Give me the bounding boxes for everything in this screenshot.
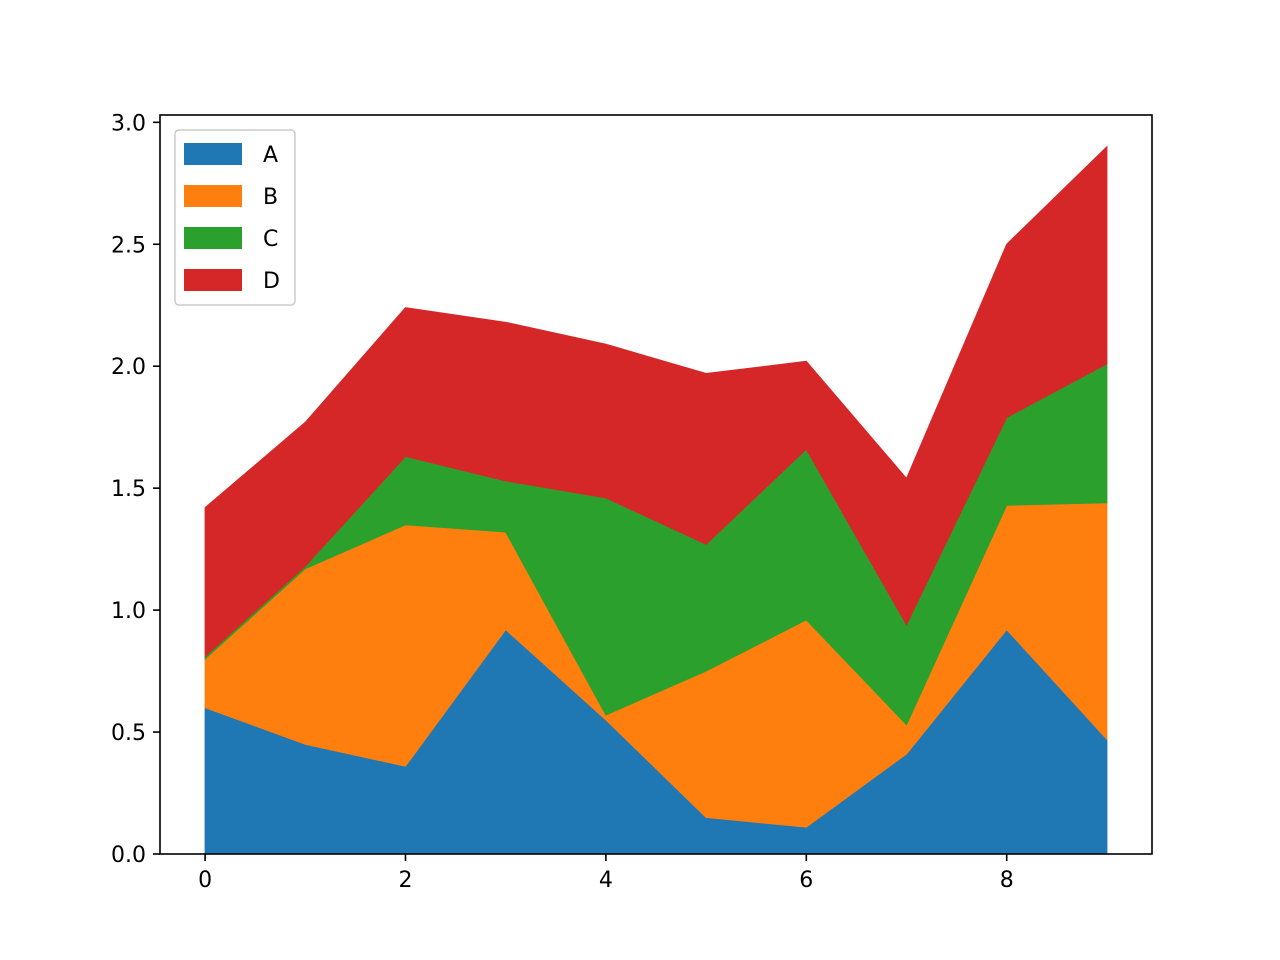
legend-label-d: D <box>263 269 280 294</box>
legend-label-a: A <box>263 143 278 168</box>
y-axis: 0.0 0.5 1.0 1.5 2.0 2.5 3.0 <box>111 111 160 868</box>
y-tick-label: 3.0 <box>111 111 146 136</box>
area-series-d <box>204 145 1108 658</box>
legend-swatch-a <box>184 143 242 165</box>
y-tick-label: 1.5 <box>111 477 146 502</box>
x-tick-label: 0 <box>198 868 212 893</box>
legend-frame <box>174 129 296 306</box>
y-tick-label: 2.5 <box>111 233 146 258</box>
legend-swatch-b <box>184 185 242 207</box>
plot-frame <box>159 114 1153 855</box>
y-tick-label: 1.0 <box>111 599 146 624</box>
y-tick-label: 0.0 <box>111 843 146 868</box>
y-tick-label: 0.5 <box>111 721 146 746</box>
legend-label-c: C <box>263 227 278 252</box>
legend-swatch-c <box>184 227 242 249</box>
x-tick-label: 6 <box>799 868 813 893</box>
x-tick-label: 4 <box>599 868 613 893</box>
legend-label-b: B <box>263 185 278 210</box>
x-axis: 0 2 4 6 8 <box>198 854 1014 893</box>
area-series-group <box>204 145 1108 855</box>
y-tick-label: 2.0 <box>111 355 146 380</box>
x-tick-label: 2 <box>398 868 412 893</box>
x-tick-label: 8 <box>1000 868 1014 893</box>
legend-swatch-d <box>184 269 242 291</box>
